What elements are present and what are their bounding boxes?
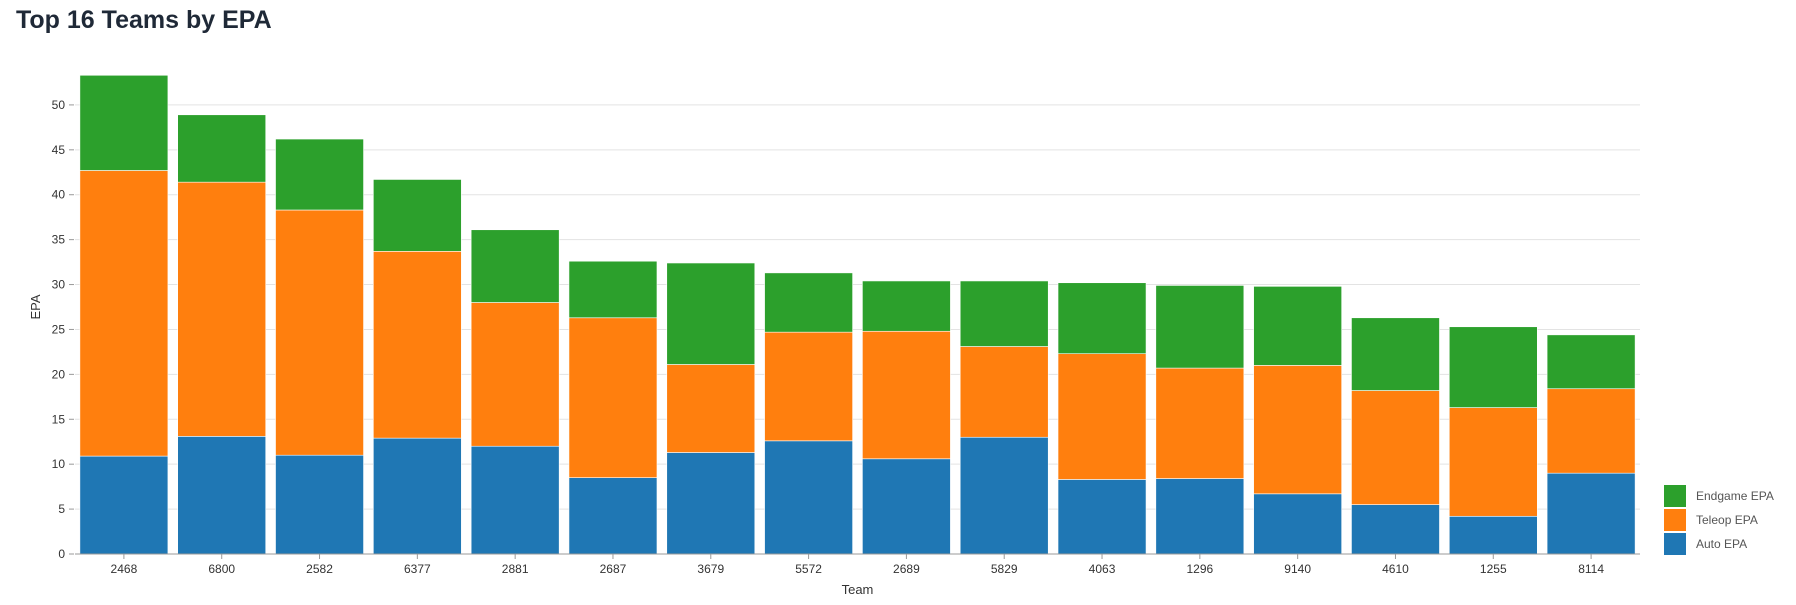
bar-segment-endgame-epa[interactable] [959, 280, 1049, 347]
bar-segment-endgame-epa[interactable] [1546, 334, 1636, 390]
bar-segment-teleop-epa[interactable] [1351, 390, 1440, 505]
bar-segment-auto-epa[interactable] [1351, 504, 1440, 555]
y-tick-label: 0 [58, 547, 65, 561]
legend-swatch[interactable] [1664, 509, 1686, 531]
bar-segment-teleop-epa[interactable] [275, 209, 364, 456]
x-tick-label: 1296 [1186, 562, 1213, 576]
bar-segment-auto-epa[interactable] [764, 440, 853, 555]
legend-label[interactable]: Endgame EPA [1696, 489, 1774, 503]
bar-segment-auto-epa[interactable] [959, 436, 1049, 555]
y-tick-label: 25 [52, 322, 66, 336]
bar-segment-teleop-epa[interactable] [470, 302, 560, 447]
bar-segment-endgame-epa[interactable] [1448, 326, 1538, 408]
x-tick-label: 2689 [893, 562, 920, 576]
legend[interactable]: Endgame EPA Teleop EPA Auto EPA [1664, 485, 1774, 555]
bar-segment-endgame-epa[interactable] [373, 179, 462, 252]
bar-segment-auto-epa[interactable] [1448, 515, 1538, 555]
y-tick-label: 5 [58, 502, 65, 516]
bar-segment-endgame-epa[interactable] [666, 262, 756, 365]
bar-segment-teleop-epa[interactable] [177, 181, 267, 437]
chart-title: Top 16 Teams by EPA [16, 6, 272, 34]
bar-segment-endgame-epa[interactable] [177, 114, 267, 183]
bar-segment-teleop-epa[interactable] [1546, 388, 1636, 474]
bar-segment-auto-epa[interactable] [1057, 479, 1147, 555]
bar-segment-teleop-epa[interactable] [568, 317, 658, 478]
bar-segment-teleop-epa[interactable] [764, 331, 853, 442]
bar-segment-auto-epa[interactable] [1155, 478, 1245, 555]
bar-segment-endgame-epa[interactable] [862, 280, 951, 332]
x-tick-label: 9140 [1284, 562, 1311, 576]
bar-segment-auto-epa[interactable] [568, 477, 658, 555]
bar-segment-endgame-epa[interactable] [79, 74, 169, 171]
bar-segment-teleop-epa[interactable] [1448, 407, 1538, 517]
y-axis-title: EPA [28, 294, 43, 319]
x-tick-label: 3679 [697, 562, 724, 576]
bar-segment-teleop-epa[interactable] [79, 170, 169, 457]
y-tick-label: 15 [52, 412, 66, 426]
y-tick-label: 20 [52, 367, 66, 381]
bar-segment-auto-epa[interactable] [862, 458, 951, 555]
y-tick-label: 40 [52, 188, 66, 202]
bar-segment-teleop-epa[interactable] [666, 364, 756, 453]
bar-segment-endgame-epa[interactable] [764, 272, 853, 333]
x-tick-label: 8114 [1578, 562, 1604, 576]
x-tick-label: 2582 [306, 562, 333, 576]
x-tick-label: 4610 [1382, 562, 1409, 576]
bar-segment-teleop-epa[interactable] [1155, 367, 1245, 479]
bar-segment-endgame-epa[interactable] [275, 138, 364, 211]
x-tick-label: 2468 [111, 562, 138, 576]
x-axis-title: Team [842, 582, 874, 597]
bar-segment-auto-epa[interactable] [275, 454, 364, 555]
bar-segment-auto-epa[interactable] [177, 436, 267, 555]
bar-segment-teleop-epa[interactable] [959, 346, 1049, 438]
bar-segment-auto-epa[interactable] [666, 452, 756, 555]
legend-swatch[interactable] [1664, 485, 1686, 507]
legend-label[interactable]: Teleop EPA [1696, 513, 1758, 527]
x-tick-label: 5829 [991, 562, 1018, 576]
x-tick-label: 6800 [208, 562, 235, 576]
y-tick-label: 50 [52, 98, 66, 112]
bar-segment-teleop-epa[interactable] [373, 251, 462, 439]
y-tick-label: 10 [52, 457, 66, 471]
x-tick-label: 5572 [795, 562, 822, 576]
bar-segment-auto-epa[interactable] [79, 455, 169, 555]
bar-segment-teleop-epa[interactable] [1057, 353, 1147, 480]
bar-segment-auto-epa[interactable] [373, 437, 462, 555]
bar-segment-endgame-epa[interactable] [1155, 285, 1245, 369]
bar-segment-teleop-epa[interactable] [862, 330, 951, 460]
x-tick-label: 2687 [600, 562, 627, 576]
y-tick-label: 30 [52, 278, 66, 292]
legend-label[interactable]: Auto EPA [1696, 537, 1747, 551]
bar-segment-auto-epa[interactable] [1546, 472, 1636, 555]
bar-segment-endgame-epa[interactable] [568, 260, 658, 319]
bar-segment-endgame-epa[interactable] [1057, 282, 1147, 355]
x-tick-labels: 2468 6800 2582 6377 2881 2687 3679 5572 2689 5829… [111, 554, 1604, 576]
y-tick-label: 35 [52, 233, 66, 247]
x-tick-label: 6377 [404, 562, 431, 576]
bars [79, 74, 1636, 555]
legend-swatch[interactable] [1664, 533, 1686, 555]
x-tick-label: 2881 [502, 562, 529, 576]
x-tick-label: 1255 [1480, 562, 1507, 576]
bar-segment-auto-epa[interactable] [1253, 493, 1342, 555]
bar-segment-endgame-epa[interactable] [1253, 286, 1342, 366]
bar-segment-auto-epa[interactable] [470, 445, 560, 555]
bar-segment-endgame-epa[interactable] [1351, 317, 1440, 391]
bar-segment-endgame-epa[interactable] [470, 229, 560, 303]
bar-segment-teleop-epa[interactable] [1253, 365, 1342, 495]
x-tick-label: 4063 [1089, 562, 1116, 576]
y-tick-label: 45 [52, 143, 66, 157]
y-tick-labels: 0 5 10 15 20 25 30 35 40 45 50 [52, 98, 74, 561]
